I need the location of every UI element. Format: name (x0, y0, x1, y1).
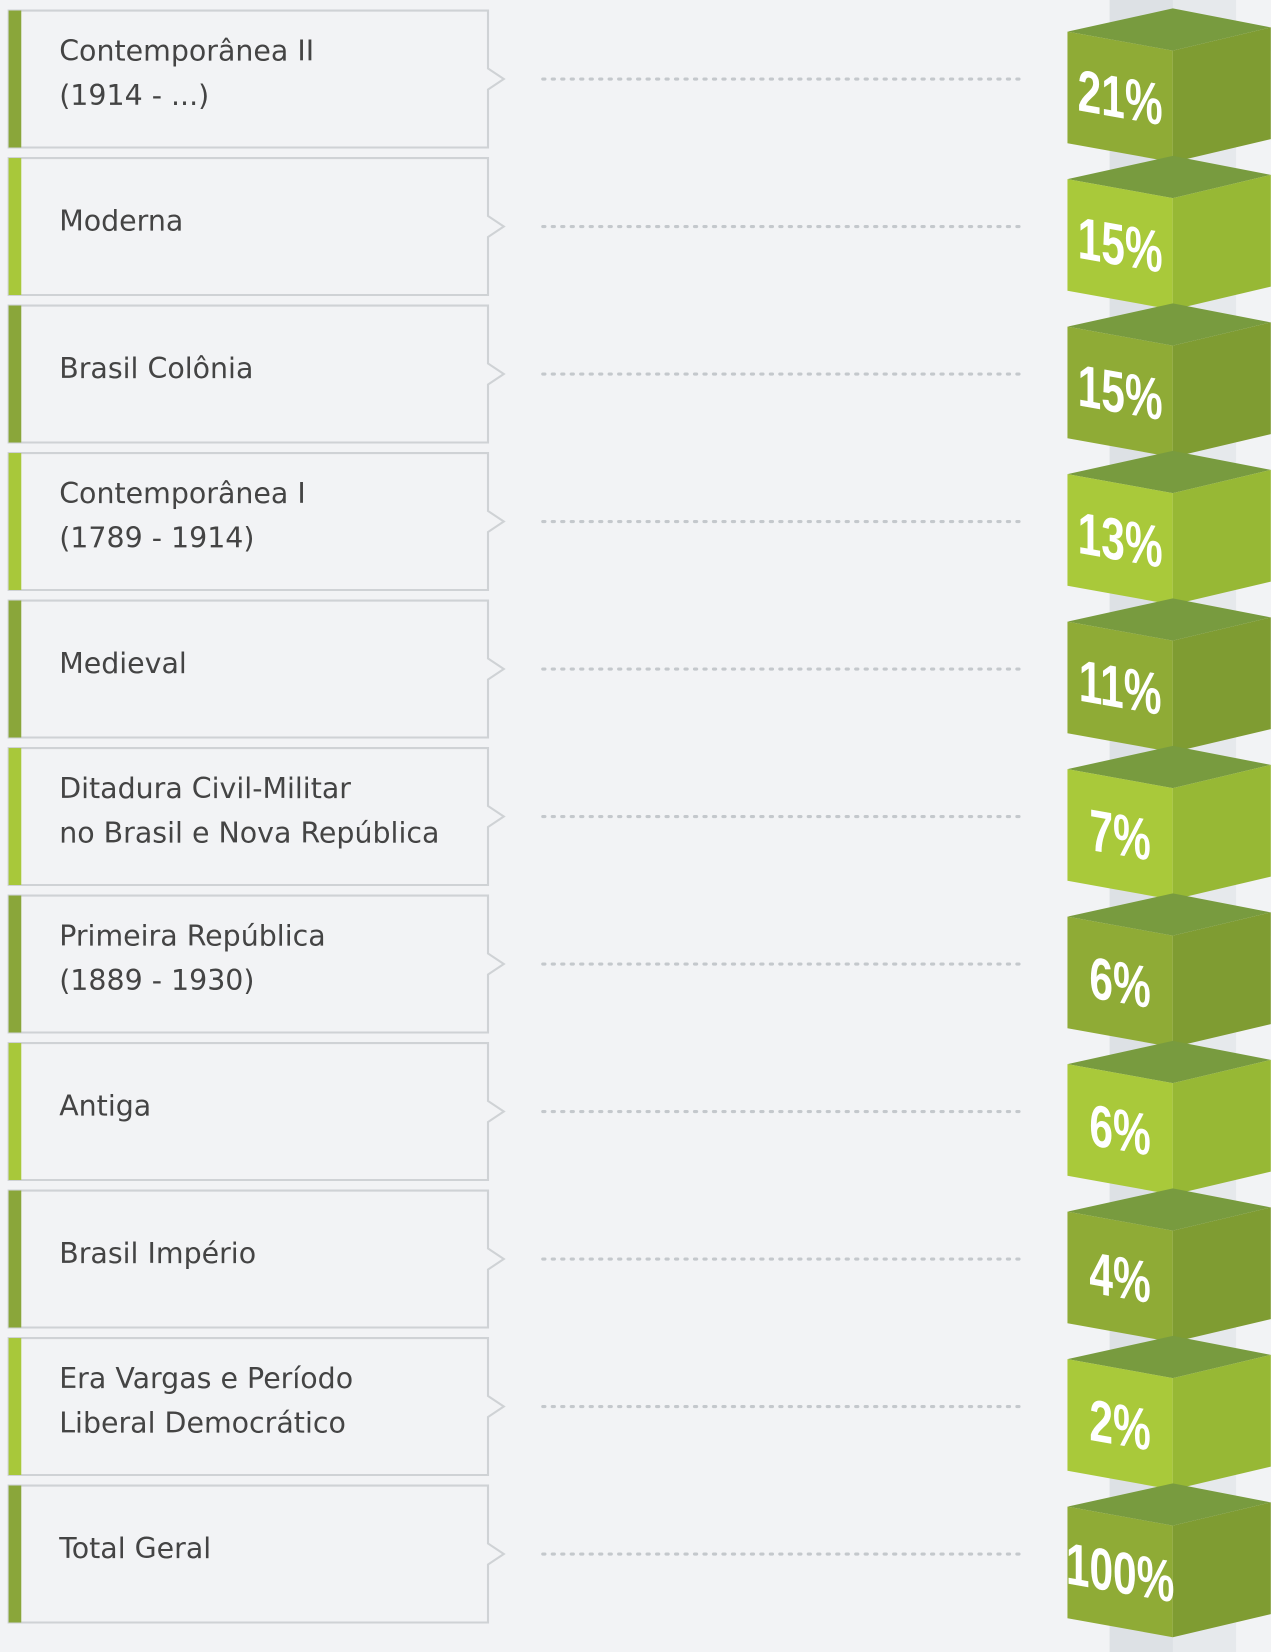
cube-right (1172, 174, 1271, 310)
cube-top (1067, 1040, 1271, 1084)
label-box (7, 894, 506, 1034)
percent-value: 15% (1078, 352, 1163, 433)
cube-top (1067, 1335, 1271, 1379)
cube-right (1172, 764, 1271, 900)
cube-top (1067, 1483, 1271, 1526)
percent-value: 21% (1078, 57, 1163, 138)
cube-left (1067, 474, 1173, 605)
percent-value: 13% (1078, 499, 1163, 580)
accent-bar (8, 600, 22, 738)
label-text: Moderna (59, 204, 183, 237)
cube-left (1067, 31, 1173, 163)
percent-value: 11% (1079, 647, 1162, 728)
label-text: (1789 - 1914) (59, 521, 254, 554)
label-text: no Brasil e Nova República (59, 816, 439, 849)
accent-bar (8, 748, 22, 885)
cube-left (1067, 326, 1173, 458)
percent-value: 7% (1089, 796, 1150, 873)
cube-top (1067, 893, 1271, 936)
accent-bar (8, 453, 22, 590)
label-text: Medieval (59, 647, 187, 680)
accent-bar (8, 895, 22, 1033)
cube-right (1172, 27, 1271, 163)
label-box (7, 304, 506, 444)
label-box (7, 599, 506, 739)
label-text: Liberal Democrático (59, 1406, 346, 1439)
percent-value: 4% (1089, 1239, 1150, 1316)
cube-left (1067, 1211, 1173, 1343)
cube-left (1067, 916, 1173, 1048)
label-box (7, 156, 506, 297)
cube-right (1172, 1354, 1271, 1490)
cube-right (1172, 617, 1271, 753)
accent-bar (8, 1043, 22, 1180)
label-text: Brasil Império (59, 1237, 256, 1270)
label-text: Ditadura Civil-Militar (59, 772, 351, 805)
percent-value: 15% (1078, 204, 1163, 285)
label-box (7, 746, 506, 887)
cube-top (1067, 8, 1271, 51)
label-text: Contemporânea II (59, 35, 314, 68)
cube-right (1172, 912, 1271, 1048)
label-text: Antiga (59, 1089, 151, 1122)
cube-top (1067, 1188, 1271, 1231)
cube-right (1172, 469, 1271, 605)
label-text: (1889 - 1930) (59, 964, 254, 997)
cube-left (1067, 1064, 1173, 1195)
cube-right (1172, 1059, 1271, 1195)
accent-bar (8, 10, 22, 148)
cube-top (1067, 598, 1271, 641)
label-box (7, 9, 506, 149)
cube-left (1067, 179, 1173, 310)
accent-bar (8, 158, 22, 295)
cube-right (1172, 322, 1271, 458)
cube-left (1067, 769, 1173, 900)
cube-top (1067, 155, 1271, 199)
label-box (7, 1336, 506, 1477)
cube-right (1172, 1207, 1271, 1343)
accent-bar (8, 1190, 22, 1328)
label-box (7, 451, 506, 592)
cube-left (1067, 1359, 1173, 1490)
accent-bar (8, 1338, 22, 1475)
percent-value: 6% (1089, 944, 1150, 1021)
label-text: Total Geral (58, 1532, 211, 1565)
cube-right (1172, 1502, 1271, 1638)
accent-bar (8, 305, 22, 443)
accent-bar (8, 1485, 22, 1623)
percent-value: 6% (1089, 1091, 1150, 1168)
cube-top (1067, 303, 1271, 346)
label-box (7, 1484, 506, 1624)
label-text: Era Vargas e Período (59, 1362, 353, 1395)
cube-top (1067, 745, 1271, 789)
cube-left (1067, 621, 1173, 753)
cube-top (1067, 450, 1271, 494)
label-text: Primeira República (59, 920, 325, 953)
label-text: Brasil Colônia (59, 352, 253, 385)
label-box (7, 1041, 506, 1182)
label-text: (1914 - ...) (59, 79, 209, 112)
cube-left (1067, 1506, 1173, 1638)
label-box (7, 1189, 506, 1329)
percent-value: 2% (1089, 1386, 1150, 1463)
label-text: Contemporânea I (59, 477, 306, 510)
